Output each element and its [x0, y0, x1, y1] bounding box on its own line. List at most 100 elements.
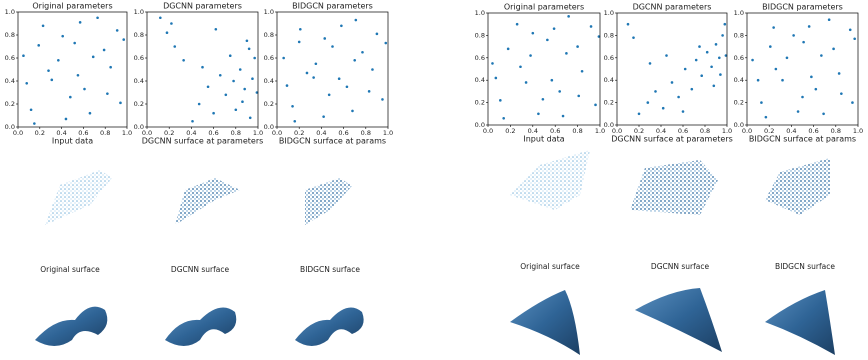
- scatter-point: [243, 87, 246, 91]
- scatter-point: [314, 62, 318, 66]
- scatter-point: [661, 106, 665, 110]
- scatter-point: [299, 27, 302, 31]
- plot-frame: [746, 12, 859, 126]
- x-tick-label: 0.6: [678, 127, 688, 135]
- scatter-point: [705, 50, 709, 54]
- y-tick-label: 1.0: [264, 8, 274, 16]
- point-cloud: [510, 150, 590, 210]
- y-tick-label: 0.8: [134, 31, 144, 39]
- chart-title: Original parameters: [32, 2, 112, 11]
- x-axis-label: DGCNN surface at parameters: [611, 135, 733, 144]
- scatter-point: [50, 78, 54, 82]
- x-tick-label: 0.6: [338, 129, 348, 137]
- x-tick-label: 0.6: [208, 129, 218, 137]
- scatter-point: [245, 39, 249, 43]
- scatter-point: [721, 34, 724, 37]
- scatter-point: [848, 28, 852, 32]
- scatter-point: [371, 68, 374, 71]
- x-tick-label: 1.0: [383, 129, 393, 137]
- scatter-point: [29, 108, 33, 112]
- scatter-point: [165, 31, 169, 34]
- chart-title: Original parameters: [504, 3, 584, 12]
- scatter-point: [577, 94, 581, 98]
- y-tick-label: 0.8: [475, 31, 485, 39]
- scatter-point: [558, 90, 561, 93]
- scatter-point: [57, 59, 60, 62]
- scatter-point: [626, 22, 630, 26]
- scatter-point: [109, 65, 112, 69]
- scatter-point: [25, 82, 29, 85]
- scatter-point: [33, 122, 36, 125]
- x-tick-label: 0.2: [634, 127, 644, 135]
- point-cloud: [45, 170, 112, 225]
- scatter-point: [191, 119, 194, 123]
- x-axis-label: DGCNN surface at parameters: [142, 137, 264, 146]
- x-tick-label: 0.4: [528, 127, 538, 135]
- scatter-point: [91, 55, 95, 59]
- scatter-point: [248, 116, 252, 120]
- scatter-point: [83, 87, 86, 91]
- y-tick-label: 0.6: [604, 54, 614, 62]
- scatter-point: [381, 98, 384, 101]
- scatter-point: [327, 93, 331, 97]
- y-tick-label: 0.0: [734, 121, 744, 129]
- x-tick-label: 0.0: [742, 127, 752, 135]
- scatter-point: [751, 58, 754, 62]
- x-tick-label: 0.8: [700, 127, 710, 135]
- caption: BIDGCN surface: [775, 262, 835, 271]
- scatter-point: [282, 56, 285, 60]
- x-tick-label: 0.8: [361, 129, 371, 137]
- y-tick-label: 0.8: [734, 31, 744, 39]
- scatter-point: [801, 95, 804, 99]
- y-tick-label: 1.0: [734, 9, 744, 17]
- caption: Original surface: [40, 265, 100, 274]
- scatter-point: [700, 74, 703, 78]
- scatter-point: [291, 105, 294, 108]
- surface: [765, 290, 835, 355]
- scatter-point: [832, 47, 835, 51]
- x-axis-label: BIDGCN surface at params: [279, 137, 386, 146]
- scatter-point: [529, 54, 532, 57]
- scatter-point: [670, 81, 674, 84]
- scatter-point: [694, 58, 698, 62]
- scatter-point: [64, 117, 68, 121]
- y-tick-label: 0.4: [264, 77, 274, 85]
- scatter-point: [597, 35, 601, 38]
- scatter-point: [494, 76, 498, 80]
- caption: Original surface: [520, 262, 580, 271]
- y-tick-label: 0.8: [264, 31, 274, 39]
- scatter-point: [214, 27, 218, 31]
- scatter-chart: Original parameters Input data 0.0 0.2 0.4 0.…: [475, 3, 606, 144]
- x-axis-label: Input data: [523, 135, 564, 144]
- x-tick-label: 0.8: [572, 127, 582, 135]
- scatter-point: [724, 54, 728, 57]
- scatter-point: [531, 31, 535, 35]
- scatter-point: [853, 37, 856, 41]
- scatter-point: [792, 34, 795, 37]
- scatter-point: [88, 111, 92, 115]
- plot-frame: [487, 12, 601, 126]
- scatter-point: [201, 65, 204, 69]
- y-tick-label: 0.4: [734, 76, 744, 84]
- scatter-point: [197, 102, 201, 106]
- scatter-point: [367, 90, 371, 93]
- scatter-point: [774, 67, 778, 71]
- scatter-point: [491, 62, 494, 65]
- scatter-point: [224, 93, 228, 97]
- scatter-point: [796, 110, 800, 113]
- x-tick-label: 0.4: [316, 129, 326, 137]
- surface: [295, 307, 364, 346]
- y-tick-label: 1.0: [475, 9, 485, 17]
- y-tick-label: 0.4: [5, 77, 15, 85]
- x-tick-label: 0.0: [612, 127, 622, 135]
- scatter-point: [580, 69, 584, 73]
- scatter-point: [218, 73, 222, 77]
- x-tick-label: 0.8: [831, 127, 841, 135]
- x-tick-label: 0.6: [78, 129, 88, 137]
- x-tick-label: 0.0: [13, 129, 23, 137]
- scatter-point: [561, 114, 565, 118]
- caption: DGCNN surface: [651, 262, 710, 271]
- scatter-point: [712, 84, 716, 88]
- scatter-point: [851, 101, 854, 104]
- point-cloud: [765, 158, 830, 215]
